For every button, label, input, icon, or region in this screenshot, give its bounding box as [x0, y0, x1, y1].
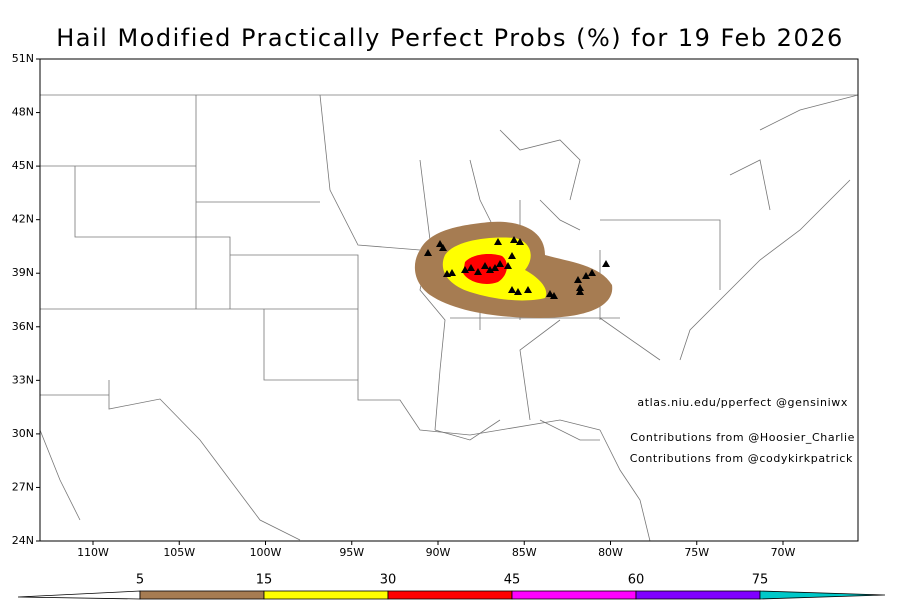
- hail-report: [481, 262, 489, 269]
- colorbar-label: 45: [504, 573, 521, 588]
- x-tick-label: 100W: [250, 546, 282, 559]
- hail-report: [510, 236, 518, 243]
- colorbar: 5 15 30 45 60 75: [17, 573, 886, 600]
- credit-text: atlas.niu.edu/pperfect @gensiniwx: [637, 396, 848, 409]
- hail-report: [467, 264, 475, 271]
- y-tick-label: 30N: [12, 427, 34, 440]
- y-tick-label: 45N: [12, 159, 34, 172]
- hail-report: [576, 288, 584, 295]
- hail-report: [494, 238, 502, 245]
- credit-text: Contributions from @codykirkpatrick: [630, 452, 853, 465]
- y-tick-label: 42N: [12, 213, 34, 226]
- colorbar-label: 30: [380, 573, 397, 588]
- hail-report: [514, 288, 522, 295]
- hail-report: [486, 266, 494, 273]
- hail-report: [504, 262, 512, 269]
- colorbar-bin: [511, 590, 637, 600]
- map-title: Hail Modified Practically Perfect Probs …: [56, 24, 844, 52]
- x-tick-label: 80W: [598, 546, 623, 559]
- hail-report: [516, 238, 524, 245]
- hail-report: [574, 276, 582, 283]
- hail-report: [588, 269, 596, 276]
- x-tick-label: 105W: [163, 546, 195, 559]
- hail-report: [508, 286, 516, 293]
- axes: 24N 27N 30N 33N 36N 39N 42N 45N 48N 51N 110W 105W 10…: [12, 52, 796, 559]
- colorbar-bin: [759, 590, 886, 600]
- y-tick-label: 51N: [12, 52, 34, 65]
- x-tick-label: 70W: [771, 546, 796, 559]
- hail-report: [546, 290, 554, 297]
- hail-report: [582, 272, 590, 279]
- x-tick-label: 95W: [339, 546, 364, 559]
- hail-report: [508, 252, 516, 259]
- y-tick-label: 39N: [12, 266, 34, 279]
- colorbar-label: 75: [752, 573, 769, 588]
- hail-reports: [424, 236, 610, 299]
- hail-report: [474, 268, 482, 275]
- x-tick-label: 75W: [684, 546, 709, 559]
- hail-report: [524, 286, 532, 293]
- y-tick-label: 33N: [12, 373, 34, 386]
- hail-report: [576, 284, 584, 291]
- map-frame: [39, 58, 859, 542]
- probability-contours: [414, 221, 613, 318]
- colorbar-bin: [263, 590, 389, 600]
- hail-report: [424, 249, 432, 256]
- credits: atlas.niu.edu/pperfect @gensiniwx Contrib…: [630, 396, 855, 465]
- colorbar-bin: [387, 590, 513, 600]
- x-tick-label: 90W: [426, 546, 451, 559]
- x-tick-label: 85W: [512, 546, 537, 559]
- y-tick-label: 48N: [12, 106, 34, 119]
- colorbar-label: 5: [136, 573, 144, 588]
- hail-report: [496, 260, 504, 267]
- y-tick-label: 27N: [12, 480, 34, 493]
- y-tick-label: 36N: [12, 320, 34, 333]
- hail-report: [436, 240, 444, 247]
- colorbar-label: 60: [628, 573, 645, 588]
- colorbar-bin: [139, 590, 265, 600]
- x-tick-label: 110W: [77, 546, 109, 559]
- hail-report: [461, 266, 469, 273]
- hail-report: [439, 244, 447, 251]
- credit-text: Contributions from @Hoosier_Charlie: [630, 431, 855, 444]
- colorbar-bin: [635, 590, 761, 600]
- colorbar-label: 15: [256, 573, 273, 588]
- hail-report: [602, 260, 610, 267]
- y-tick-label: 24N: [12, 534, 34, 547]
- hail-report: [550, 292, 558, 299]
- hail-report: [448, 269, 456, 276]
- hail-report: [491, 264, 499, 271]
